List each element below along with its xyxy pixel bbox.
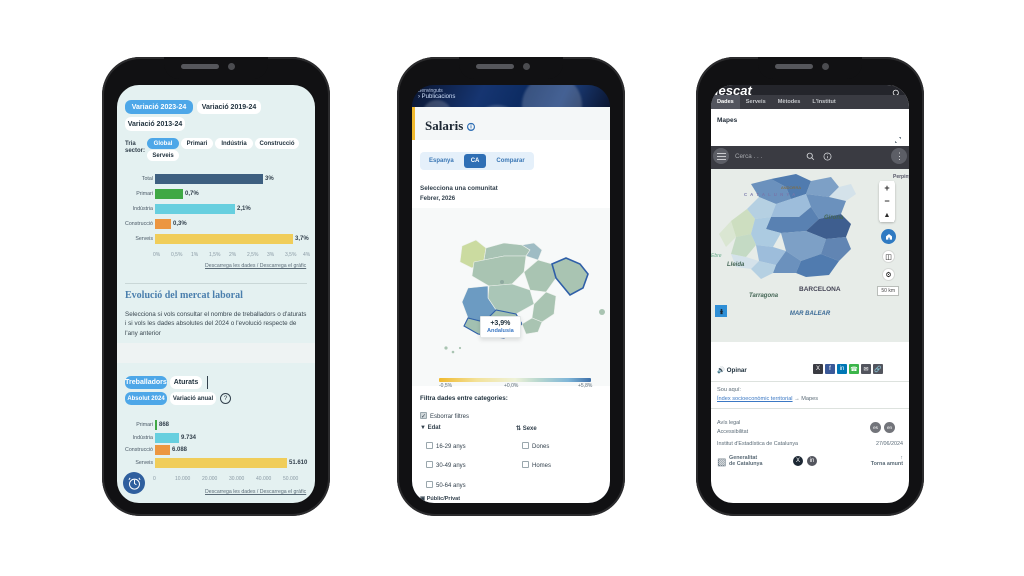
svg-text:ANDORRA: ANDORRA <box>781 185 801 190</box>
svg-text:Lleida: Lleida <box>727 262 745 268</box>
svg-text:Perpinyà: Perpinyà <box>893 174 909 180</box>
svg-text:BARCELONA: BARCELONA <box>799 286 841 293</box>
svg-text:Girona: Girona <box>824 215 844 221</box>
svg-text:C A T A L U N Y A: C A T A L U N Y A <box>744 192 796 197</box>
svg-text:Ebre: Ebre <box>711 253 722 259</box>
svg-text:Tarragona: Tarragona <box>749 293 779 299</box>
